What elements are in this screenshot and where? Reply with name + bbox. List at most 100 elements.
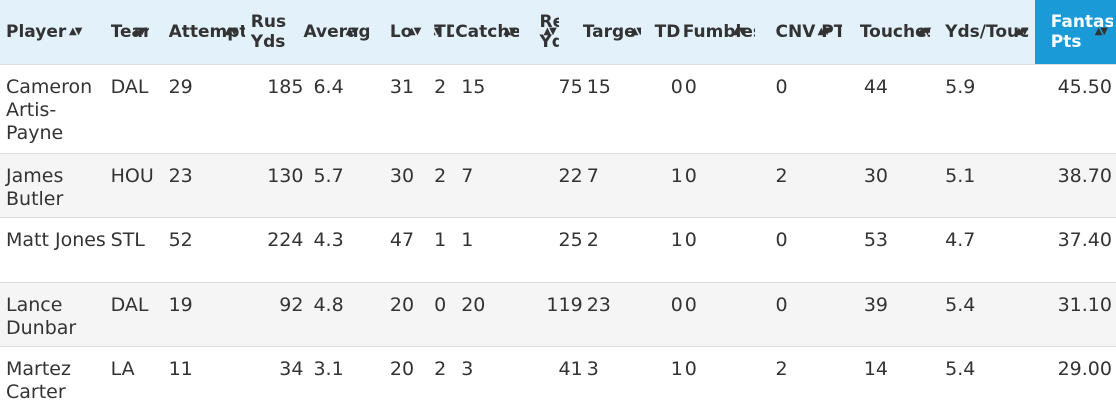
- cell-rec-td: 1: [640, 216, 683, 282]
- cell-average: 3.1: [303, 345, 390, 412]
- col-header-long[interactable]: Long▲▼: [390, 0, 434, 64]
- cell-long: 30: [389, 152, 435, 217]
- cell-fumbles: 0: [682, 152, 776, 217]
- cell-catches: 15: [455, 63, 540, 153]
- cell-attempts: 11: [168, 345, 251, 412]
- col-header-rush-td[interactable]: TD▲▼: [434, 0, 455, 64]
- cell-rec-td: 1: [640, 152, 683, 217]
- sort-arrows-icon[interactable]: ▲▼: [434, 25, 441, 37]
- cell-attempts: 19: [168, 281, 251, 346]
- header-row: Player▲▼ Team▲▼ Attempts▲▼ RushYds Avera…: [0, 0, 1116, 64]
- sort-arrows-icon[interactable]: ▲▼: [407, 25, 421, 37]
- sort-arrows-icon[interactable]: ▲▼: [503, 25, 516, 37]
- cell-rec-td: 1: [640, 345, 683, 412]
- col-header-label: TD: [654, 21, 681, 42]
- col-header-label: Catches: [455, 21, 520, 42]
- sort-arrows-icon[interactable]: ▲▼: [69, 25, 82, 37]
- player-name[interactable]: James Butler: [0, 152, 111, 217]
- col-header-rec-yds[interactable]: RecYds▲▼: [539, 0, 582, 64]
- col-header-rush-yds[interactable]: RushYds: [251, 0, 304, 64]
- col-header-fantasy-pts[interactable]: FantasyPts ▲▼: [1034, 0, 1116, 64]
- col-header-label: Fumbles: [682, 21, 755, 42]
- player-name[interactable]: Cameron Artis-Payne: [0, 63, 111, 153]
- cell-yds-per-touch: 5.1: [945, 152, 1035, 217]
- sort-arrows-icon[interactable]: ▲▼: [345, 25, 358, 37]
- table-row[interactable]: Cameron Artis-Payne DAL 29 185 6.4 31 2 …: [0, 63, 1116, 153]
- cell-targets: 3: [582, 345, 641, 412]
- cell-team: HOU: [110, 152, 169, 217]
- sort-arrows-icon[interactable]: ▲▼: [1015, 25, 1028, 37]
- cell-catches: 7: [455, 152, 540, 217]
- col-header-label: TD: [434, 21, 455, 42]
- cell-catches: 20: [455, 281, 540, 346]
- cell-yds-per-touch: 5.9: [945, 63, 1035, 153]
- col-header-label: Rec: [539, 11, 560, 32]
- sort-arrows-icon[interactable]: ▲▼: [1094, 25, 1108, 37]
- cell-long: 20: [389, 281, 435, 346]
- cell-yds-per-touch: 5.4: [945, 345, 1035, 412]
- cell-rush-yds: 185: [250, 63, 304, 153]
- col-header-cnv-pts[interactable]: CNV PTS▲▼: [776, 0, 860, 64]
- cell-rush-td: 0: [434, 281, 456, 346]
- cell-attempts: 52: [168, 216, 251, 282]
- cell-rush-td: 2: [434, 63, 456, 153]
- cell-cnv-pts: 0: [775, 63, 860, 153]
- col-header-player[interactable]: Player ▲▼: [0, 0, 111, 64]
- cell-fantasy-pts: 29.00: [1034, 345, 1116, 412]
- cell-rush-yds: 34: [250, 345, 304, 412]
- col-header-yds-per-touch[interactable]: Yds/Touch▲▼: [945, 0, 1035, 64]
- cell-rec-yds: 75: [539, 63, 583, 153]
- player-name[interactable]: Matt Jones: [0, 216, 111, 282]
- cell-fumbles: 0: [682, 281, 776, 346]
- sort-arrows-icon[interactable]: ▲▼: [732, 25, 746, 37]
- cell-rush-yds: 130: [250, 152, 304, 217]
- player-name[interactable]: Lance Dunbar: [0, 281, 111, 346]
- cell-fantasy-pts: 45.50: [1034, 63, 1116, 153]
- cell-rec-yds: 22: [539, 152, 583, 217]
- cell-touches: 44: [859, 63, 946, 153]
- col-header-touches[interactable]: Touches ▲▼: [860, 0, 945, 64]
- col-header-average[interactable]: Average▲▼: [303, 0, 389, 64]
- table-row[interactable]: Lance Dunbar DAL 19 92 4.8 20 0 20 119 2…: [0, 281, 1116, 346]
- cell-attempts: 23: [168, 152, 251, 217]
- col-header-attempts[interactable]: Attempts▲▼: [169, 0, 251, 64]
- col-header-label: Targets: [582, 21, 635, 42]
- player-name[interactable]: Martez Carter: [0, 345, 111, 412]
- sort-arrows-icon[interactable]: ▲▼: [630, 25, 641, 37]
- cell-long: 20: [389, 345, 435, 412]
- col-header-catches[interactable]: Catches▲▼: [455, 0, 539, 64]
- col-header-label: Average: [303, 21, 370, 42]
- table-row[interactable]: Matt Jones STL 52 224 4.3 47 1 1 25 2 1 …: [0, 216, 1116, 282]
- sort-arrows-icon[interactable]: ▲▼: [224, 25, 238, 37]
- col-header-targets[interactable]: Targets▲▼: [583, 0, 641, 64]
- cell-team: DAL: [110, 281, 169, 346]
- sort-arrows-icon[interactable]: ▲▼: [132, 25, 146, 37]
- col-header-fumbles[interactable]: Fumbles▲▼: [683, 0, 776, 64]
- sort-arrows-icon[interactable]: ▲▼: [817, 25, 831, 37]
- col-header-label-2: Yds: [539, 31, 560, 52]
- sort-arrows-icon[interactable]: ▲▼: [917, 25, 931, 37]
- cell-rush-td: 2: [434, 345, 456, 412]
- cell-fumbles: 0: [682, 345, 776, 412]
- cell-rec-yds: 25: [539, 216, 583, 282]
- cell-attempts: 29: [168, 63, 251, 153]
- cell-rec-yds: 41: [539, 345, 583, 412]
- cell-average: 4.3: [303, 216, 390, 282]
- cell-rush-yds: 92: [250, 281, 304, 346]
- table-row[interactable]: James Butler HOU 23 130 5.7 30 2 7 22 7 …: [0, 152, 1116, 217]
- col-header-label: Attempts: [168, 21, 245, 42]
- cell-cnv-pts: 2: [775, 345, 860, 412]
- col-header-label: Team: [110, 21, 149, 42]
- cell-touches: 14: [859, 345, 946, 412]
- cell-average: 4.8: [303, 281, 390, 346]
- col-header-rec-td[interactable]: TD: [641, 0, 683, 64]
- cell-average: 6.4: [303, 63, 390, 153]
- col-header-label: Touches: [859, 21, 930, 42]
- sort-arrows-icon[interactable]: ▲▼: [543, 25, 556, 37]
- cell-targets: 2: [582, 216, 641, 282]
- table-row[interactable]: Martez Carter LA 11 34 3.1 20 2 3 41 3 1…: [0, 345, 1116, 412]
- cell-long: 47: [389, 216, 435, 282]
- col-header-team[interactable]: Team▲▼: [111, 0, 169, 64]
- cell-targets: 23: [582, 281, 641, 346]
